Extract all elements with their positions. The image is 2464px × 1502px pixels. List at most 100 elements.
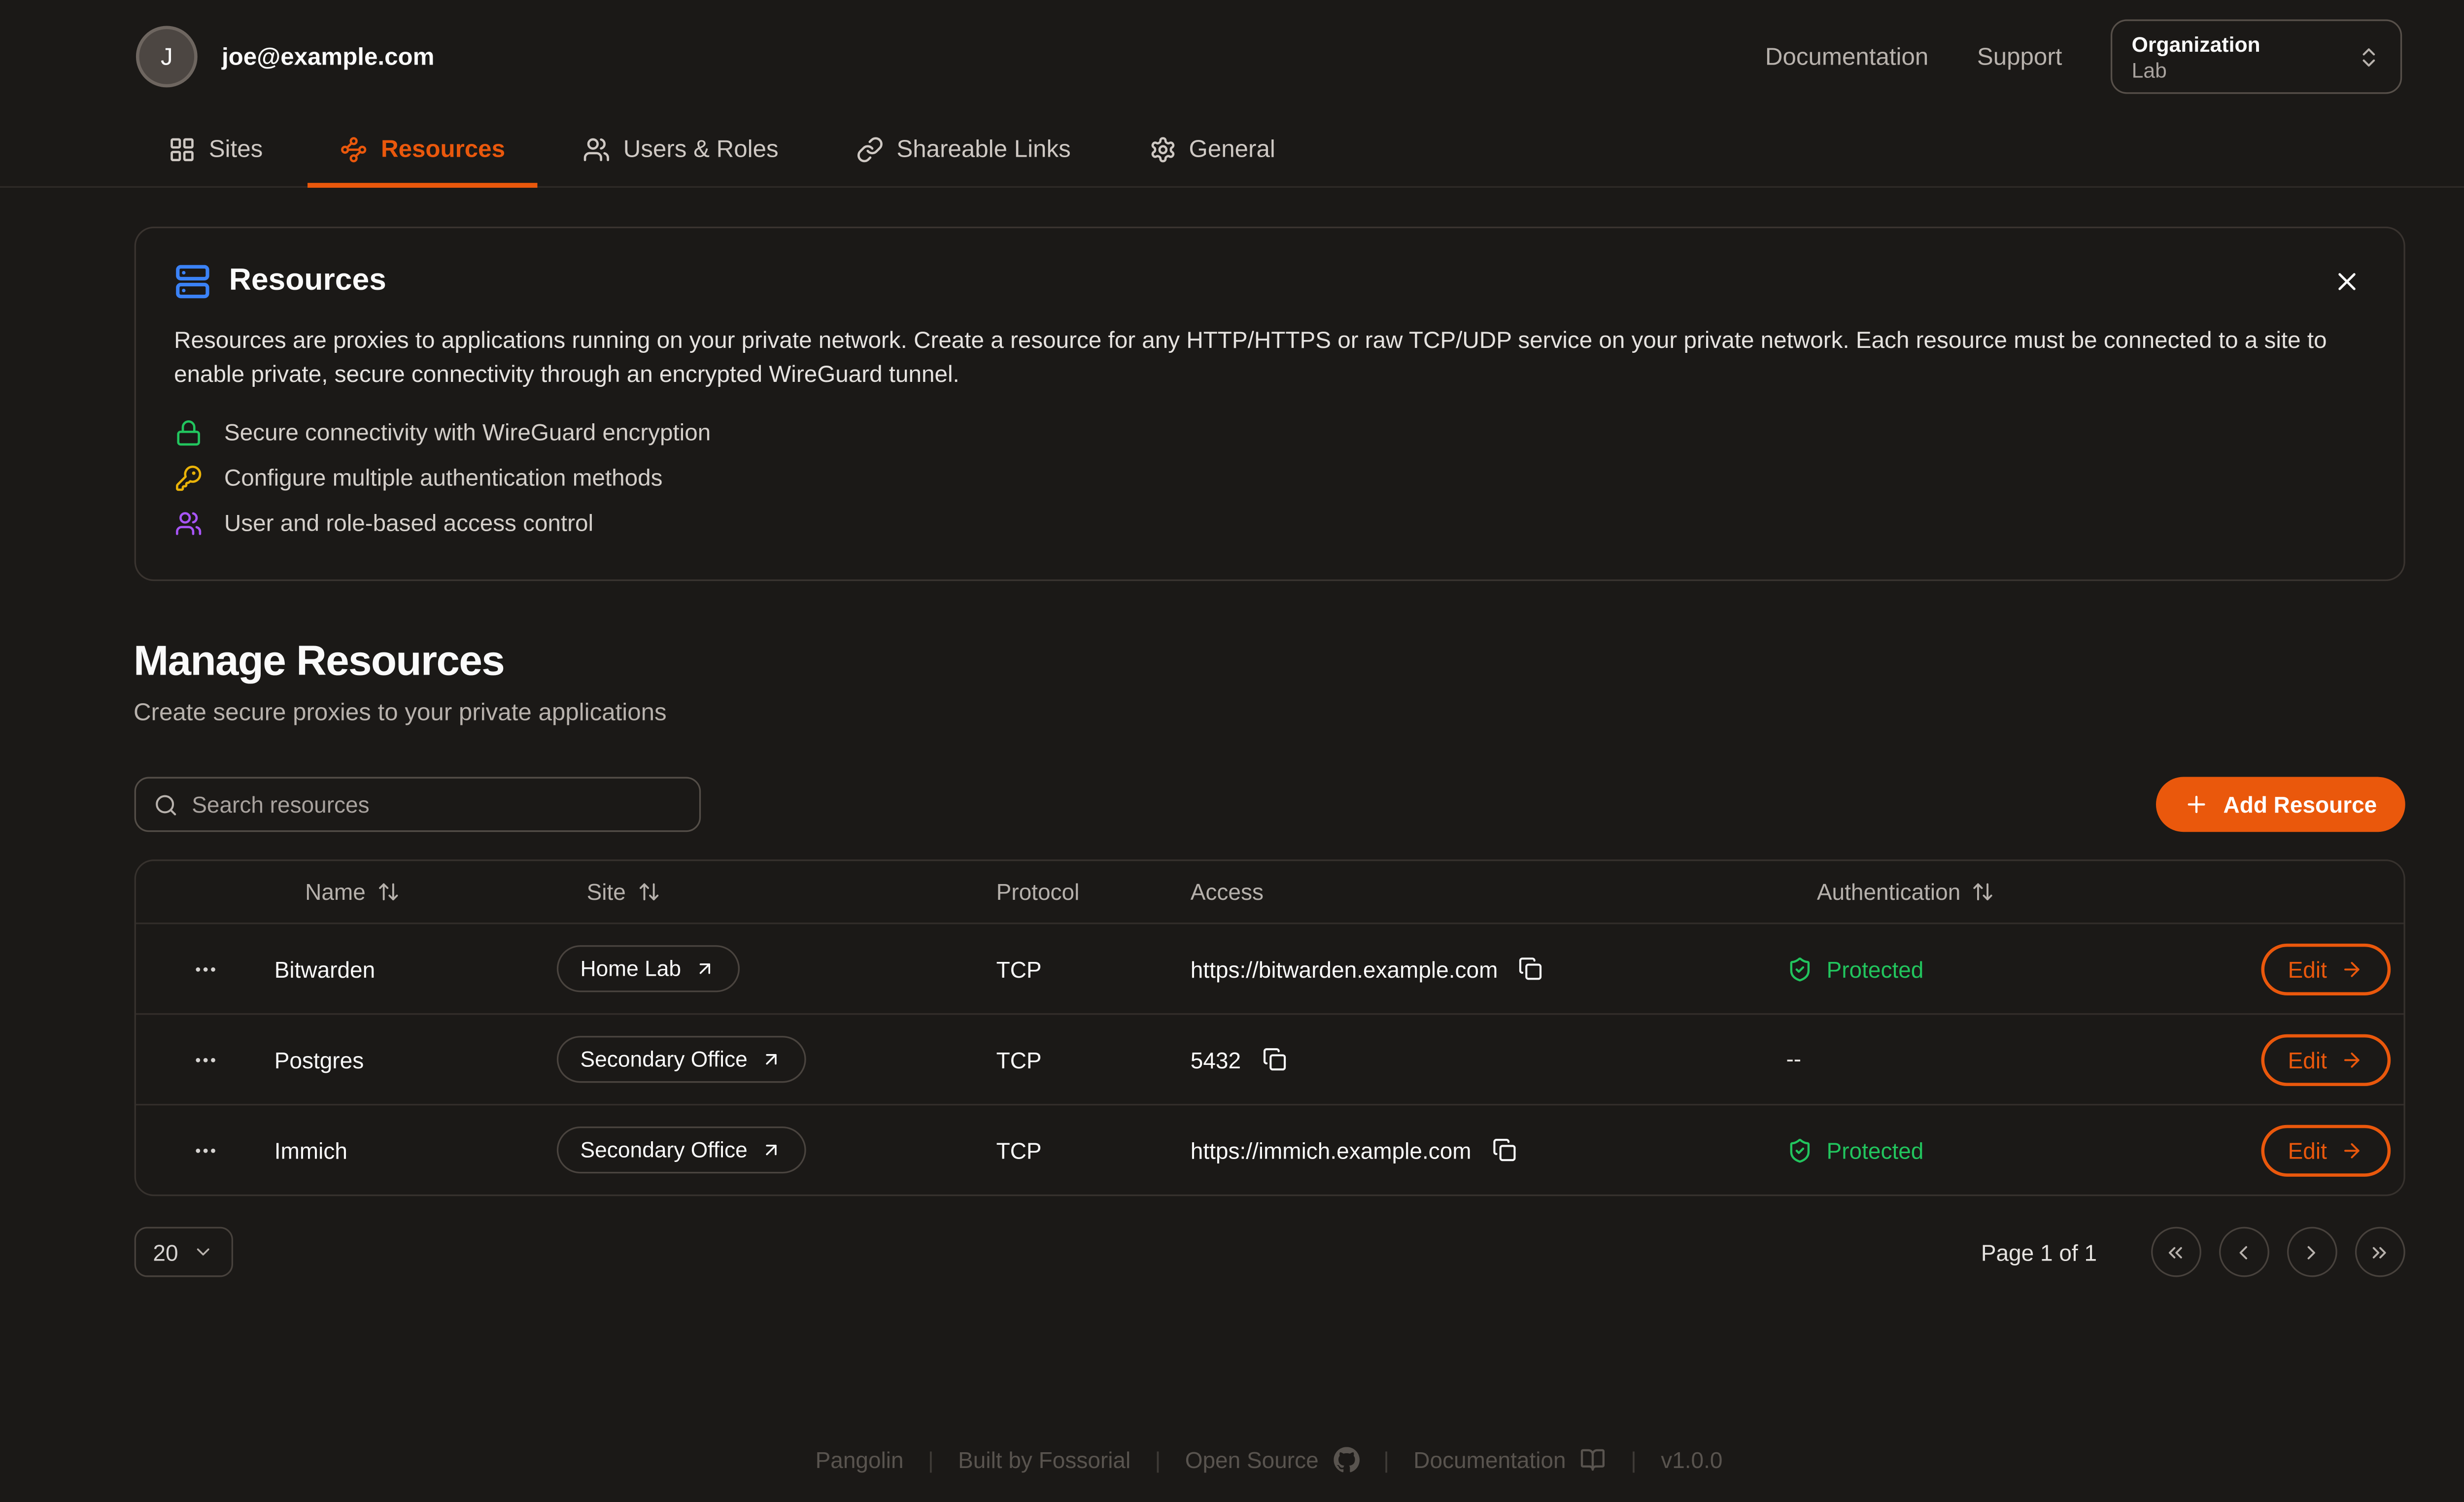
add-resource-button[interactable]: Add Resource bbox=[2155, 777, 2405, 832]
nav-documentation-link[interactable]: Documentation bbox=[1765, 43, 1929, 70]
footer-built-by: Built by Fossorial bbox=[958, 1447, 1131, 1473]
first-page-button[interactable] bbox=[2150, 1227, 2201, 1277]
tab-users-roles[interactable]: Users & Roles bbox=[550, 113, 811, 186]
info-card-description: Resources are proxies to applications ru… bbox=[174, 328, 2327, 389]
pagination-bar: 20 Page 1 of 1 bbox=[133, 1227, 2405, 1277]
row-menu-icon[interactable] bbox=[185, 1130, 224, 1169]
auth-none-value: -- bbox=[1786, 1045, 1802, 1071]
organization-selector-label: Organization bbox=[2131, 32, 2260, 56]
feature-item: Configure multiple authentication method… bbox=[174, 465, 2364, 492]
footer-version: v1.0.0 bbox=[1661, 1447, 1723, 1473]
feature-item: User and role-based access control bbox=[174, 510, 2364, 538]
server-icon bbox=[174, 264, 209, 299]
github-icon bbox=[1333, 1447, 1359, 1473]
footer-open-source-link[interactable]: Open Source bbox=[1185, 1447, 1359, 1473]
row-menu-icon[interactable] bbox=[185, 1040, 224, 1079]
resource-name: Immich bbox=[274, 1137, 347, 1163]
next-page-button[interactable] bbox=[2286, 1227, 2337, 1277]
resource-name: Postgres bbox=[274, 1046, 364, 1073]
chevron-left-icon bbox=[2232, 1241, 2255, 1263]
edit-button[interactable]: Edit bbox=[2260, 1033, 2390, 1086]
gear-icon bbox=[1148, 136, 1176, 164]
chevrons-right-icon bbox=[2368, 1241, 2391, 1263]
last-page-button[interactable] bbox=[2354, 1227, 2405, 1277]
site-link-button[interactable]: Secondary Office bbox=[556, 1036, 806, 1083]
arrow-up-right-icon bbox=[694, 958, 715, 980]
protected-badge: Protected bbox=[1786, 1137, 2260, 1163]
column-header-protocol: Protocol bbox=[996, 879, 1080, 905]
chevrons-up-down-icon bbox=[2357, 44, 2381, 68]
tab-bar: Sites Resources Users & Roles Shareable … bbox=[0, 113, 2464, 188]
sort-icon bbox=[377, 881, 400, 903]
page-title: Manage Resources bbox=[133, 636, 505, 685]
copy-icon[interactable] bbox=[1516, 954, 1546, 984]
footer: Pangolin | Built by Fossorial | Open Sou… bbox=[815, 1447, 1723, 1473]
column-header-site[interactable]: Site bbox=[556, 879, 996, 905]
page-subtitle: Create secure proxies to your private ap… bbox=[133, 699, 667, 727]
search-input[interactable] bbox=[192, 791, 681, 818]
resource-name: Bitwarden bbox=[274, 956, 376, 982]
feature-item: Secure connectivity with WireGuard encry… bbox=[174, 419, 2364, 447]
info-card-title: Resources bbox=[229, 264, 386, 298]
tab-sites[interactable]: Sites bbox=[136, 113, 295, 186]
arrow-right-icon bbox=[2340, 1048, 2362, 1071]
column-header-name[interactable]: Name bbox=[274, 879, 556, 905]
sort-icon bbox=[637, 881, 660, 903]
prev-page-button[interactable] bbox=[2218, 1227, 2269, 1277]
waypoints-icon bbox=[341, 136, 368, 164]
arrow-right-icon bbox=[2340, 957, 2362, 980]
edit-button[interactable]: Edit bbox=[2260, 943, 2390, 995]
toolbar: Add Resource bbox=[133, 777, 2405, 832]
nav-support-link[interactable]: Support bbox=[1977, 43, 2062, 70]
main-content: Resources Resources are proxies to appli… bbox=[133, 188, 2405, 1447]
column-header-access: Access bbox=[1190, 879, 1264, 905]
column-header-authentication[interactable]: Authentication bbox=[1786, 879, 2260, 905]
resource-access-port: 5432 bbox=[1190, 1046, 1241, 1073]
resource-protocol: TCP bbox=[996, 1137, 1042, 1163]
search-icon bbox=[153, 792, 177, 817]
tab-resources[interactable]: Resources bbox=[308, 113, 537, 188]
users-icon bbox=[583, 136, 611, 164]
footer-brand: Pangolin bbox=[815, 1447, 904, 1473]
resources-info-card: Resources Resources are proxies to appli… bbox=[133, 226, 2405, 581]
tab-general[interactable]: General bbox=[1116, 113, 1308, 186]
plus-icon bbox=[2183, 791, 2209, 818]
resource-access-url: https://immich.example.com bbox=[1190, 1137, 1472, 1163]
sort-icon bbox=[1972, 881, 1994, 903]
search-box bbox=[133, 777, 700, 832]
footer-documentation-link[interactable]: Documentation bbox=[1413, 1447, 1606, 1473]
shield-check-icon bbox=[1786, 1137, 1812, 1163]
shield-check-icon bbox=[1786, 956, 1812, 982]
key-icon bbox=[174, 465, 202, 492]
tab-shareable-links[interactable]: Shareable Links bbox=[824, 113, 1103, 186]
edit-button[interactable]: Edit bbox=[2260, 1124, 2390, 1176]
avatar[interactable]: J bbox=[136, 26, 198, 88]
table-row: Bitwarden Home Lab TCP https://bitwarden… bbox=[135, 922, 2403, 1013]
table-header-row: Name Site Protocol Access Authentication bbox=[135, 861, 2403, 922]
lock-icon bbox=[174, 419, 202, 447]
resource-protocol: TCP bbox=[996, 1046, 1042, 1073]
resource-protocol: TCP bbox=[996, 956, 1042, 982]
organization-selector[interactable]: Organization Lab bbox=[2110, 19, 2402, 94]
chevron-right-icon bbox=[2300, 1241, 2323, 1263]
protected-badge: Protected bbox=[1786, 956, 2260, 982]
book-icon bbox=[1580, 1447, 1607, 1473]
copy-icon[interactable] bbox=[1259, 1044, 1289, 1075]
page-size-select[interactable]: 20 bbox=[133, 1227, 234, 1277]
site-link-button[interactable]: Secondary Office bbox=[556, 1126, 806, 1174]
grid-icon bbox=[169, 136, 196, 164]
arrow-up-right-icon bbox=[760, 1049, 782, 1070]
top-bar: J joe@example.com Documentation Support … bbox=[0, 0, 2464, 113]
table-row: Postgres Secondary Office TCP 5432 -- bbox=[135, 1013, 2403, 1104]
page-info: Page 1 of 1 bbox=[1981, 1239, 2097, 1265]
site-link-button[interactable]: Home Lab bbox=[556, 945, 740, 992]
link-icon bbox=[856, 136, 884, 164]
user-email: joe@example.com bbox=[221, 43, 435, 70]
row-menu-icon[interactable] bbox=[185, 949, 224, 988]
table-row: Immich Secondary Office TCP https://immi… bbox=[135, 1104, 2403, 1195]
arrow-right-icon bbox=[2340, 1139, 2362, 1161]
close-icon[interactable] bbox=[2328, 264, 2364, 299]
copy-icon[interactable] bbox=[1489, 1135, 1520, 1165]
chevron-down-icon bbox=[193, 1241, 214, 1263]
